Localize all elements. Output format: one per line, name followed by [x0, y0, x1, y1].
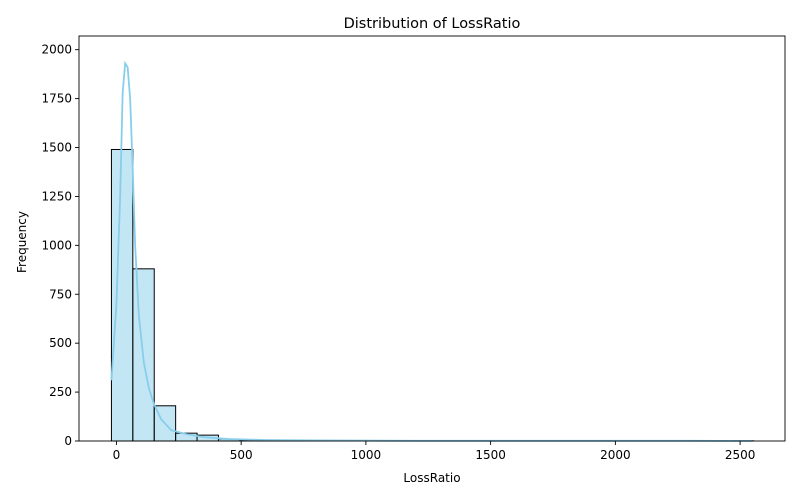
histogram-bar: [110, 148, 134, 442]
x-tick-label: 0: [113, 448, 121, 462]
y-tick-label: 250: [49, 385, 72, 399]
y-tick-label: 500: [49, 336, 72, 350]
y-tick-label: 750: [49, 287, 72, 301]
y-tick-label: 2000: [41, 43, 72, 57]
x-axis-ticks: 0 500 1000 1500 2000 2500: [113, 441, 756, 462]
x-tick-label: 500: [230, 448, 253, 462]
x-tick-label: 2000: [600, 448, 631, 462]
histogram-bars: [110, 148, 755, 442]
x-tick-label: 1500: [475, 448, 506, 462]
kde-line: [110, 60, 753, 442]
y-tick-label: 0: [64, 434, 72, 448]
y-axis-ticks: 0 250 500 750 1000 1250 1500 1750 2000: [41, 43, 79, 448]
plot-area-frame: [78, 35, 786, 442]
x-tick-label: 1000: [351, 448, 382, 462]
y-axis-label: Frequency: [15, 211, 29, 273]
y-tick-label: 1750: [41, 92, 72, 106]
chart-title: Distribution of LossRatio: [344, 16, 521, 32]
x-axis-label: LossRatio: [403, 471, 460, 485]
y-tick-label: 1500: [41, 141, 72, 155]
y-tick-label: 1250: [41, 189, 72, 203]
y-tick-label: 1000: [41, 238, 72, 252]
x-tick-label: 2500: [725, 448, 756, 462]
